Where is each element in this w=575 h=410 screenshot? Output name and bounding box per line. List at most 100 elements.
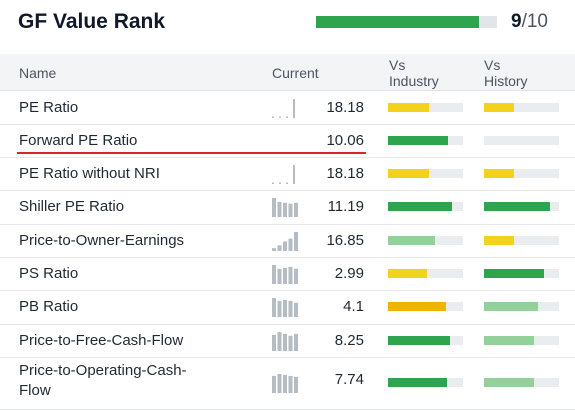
- sparkline-bar: [272, 265, 276, 284]
- current-value: 10.06: [326, 132, 364, 149]
- table-row[interactable]: PB Ratio 4.1: [0, 290, 575, 325]
- vs-history-bar-fill: [484, 302, 538, 311]
- vs-history-bar[interactable]: [484, 302, 559, 311]
- sparkline-chart[interactable]: [271, 264, 299, 284]
- sparkline-chart[interactable]: [271, 98, 299, 118]
- table-row[interactable]: PE Ratio without NRI 18.18: [0, 157, 575, 191]
- vs-industry-bar[interactable]: [388, 236, 463, 245]
- table-row[interactable]: Price-to-Operating-Cash- Flow 7.74: [0, 357, 575, 410]
- vs-industry-bar[interactable]: [388, 302, 463, 311]
- table-row[interactable]: PE Ratio 18.18: [0, 91, 575, 125]
- rank-denominator: /10: [521, 11, 548, 32]
- column-header-vs-history[interactable]: Vs History: [484, 57, 528, 89]
- vs-history-bar[interactable]: [484, 378, 559, 387]
- sparkline-bar: [288, 335, 293, 351]
- vs-industry-bar[interactable]: [388, 378, 463, 387]
- sparkline-bar: [272, 198, 276, 217]
- vs-industry-bar[interactable]: [388, 202, 463, 211]
- sparkline-bar: [277, 332, 282, 351]
- vs-industry-bar-fill: [388, 236, 435, 245]
- vs-history-bar-fill: [484, 202, 550, 211]
- vs-industry-bar-fill: [388, 103, 430, 112]
- vs-history-bar[interactable]: [484, 269, 559, 278]
- vs-history-bar[interactable]: [484, 169, 559, 178]
- page-title: GF Value Rank: [18, 10, 166, 33]
- vs-history-bar[interactable]: [484, 336, 559, 345]
- row-name-link[interactable]: PE Ratio: [19, 99, 79, 116]
- row-name-link[interactable]: Price-to-Free-Cash-Flow: [19, 332, 184, 349]
- rank-value: 9: [511, 11, 522, 32]
- sparkline-bar: [277, 268, 282, 284]
- vs-history-bar-fill: [484, 336, 534, 345]
- vs-industry-bar-fill: [388, 136, 448, 145]
- sparkline-bar: [283, 374, 287, 393]
- current-value: 2.99: [334, 265, 364, 282]
- row-name-link[interactable]: Price-to-Owner-Earnings: [19, 232, 185, 249]
- sparkline-chart[interactable]: [271, 231, 299, 251]
- table-row[interactable]: Price-to-Owner-Earnings 16.85: [0, 224, 575, 258]
- rank-score: 9/10: [511, 11, 548, 33]
- vs-industry-bar-fill: [388, 378, 447, 387]
- row-name-link[interactable]: PB Ratio: [19, 298, 79, 315]
- sparkline-bar: [283, 241, 287, 251]
- row-name-link[interactable]: PS Ratio: [19, 265, 79, 282]
- current-value: 16.85: [326, 232, 364, 249]
- sparkline-bar: [279, 182, 281, 184]
- sparkline-bar: [283, 299, 287, 317]
- sparkline-bar: [286, 116, 288, 118]
- sparkline-bar: [288, 375, 293, 393]
- sparkline-bar: [277, 300, 282, 317]
- rank-progress-fill: [316, 16, 479, 28]
- row-name-link[interactable]: PE Ratio without NRI: [19, 165, 160, 182]
- sparkline-bar: [294, 232, 298, 251]
- vs-history-bar[interactable]: [484, 202, 559, 211]
- vs-history-bar-fill: [484, 378, 534, 387]
- current-value: 11.19: [327, 198, 364, 215]
- row-name-link[interactable]: Shiller PE Ratio: [19, 198, 125, 215]
- column-header-name[interactable]: Name: [19, 65, 57, 81]
- vs-history-bar[interactable]: [484, 236, 559, 245]
- sparkline-bar: [288, 266, 293, 284]
- vs-history-bar[interactable]: [484, 136, 559, 145]
- sparkline-bar: [288, 203, 293, 217]
- vs-industry-bar-fill: [388, 269, 427, 278]
- sparkline-chart[interactable]: [271, 331, 299, 351]
- current-value: 8.25: [334, 332, 364, 349]
- sparkline-bar: [283, 333, 287, 351]
- sparkline-bar: [294, 302, 298, 317]
- sparkline-chart[interactable]: [271, 164, 299, 184]
- vs-history-bar-fill: [484, 236, 514, 245]
- sparkline-chart[interactable]: [271, 297, 299, 317]
- table-row[interactable]: Shiller PE Ratio 11.19: [0, 190, 575, 225]
- sparkline-bar: [288, 238, 293, 251]
- sparkline-bar: [293, 165, 295, 184]
- row-name-link[interactable]: Price-to-Operating-Cash- Flow: [19, 362, 187, 399]
- sparkline-bar: [283, 202, 287, 217]
- vs-industry-bar[interactable]: [388, 336, 463, 345]
- column-header-vs-industry[interactable]: Vs Industry: [389, 57, 439, 89]
- row-name-link[interactable]: Forward PE Ratio: [19, 132, 138, 149]
- vs-industry-bar[interactable]: [388, 136, 463, 145]
- sparkline-chart[interactable]: [271, 373, 299, 393]
- sparkline-bar: [294, 202, 298, 217]
- sparkline-bar: [272, 182, 274, 184]
- rank-progress-bar: [316, 16, 497, 28]
- sparkline-bar: [277, 374, 282, 393]
- table-row[interactable]: Forward PE Ratio 10.06: [0, 124, 575, 158]
- vs-industry-bar[interactable]: [388, 169, 463, 178]
- sparkline-chart[interactable]: [271, 197, 299, 217]
- vs-industry-bar[interactable]: [388, 103, 463, 112]
- sparkline-bar: [294, 268, 298, 284]
- current-value: 4.1: [343, 298, 364, 315]
- table-row[interactable]: Price-to-Free-Cash-Flow 8.25: [0, 324, 575, 358]
- sparkline-bar: [272, 116, 274, 118]
- sparkline-bar: [288, 300, 293, 317]
- vs-industry-bar[interactable]: [388, 269, 463, 278]
- vs-history-bar[interactable]: [484, 103, 559, 112]
- sparkline-bar: [293, 99, 295, 118]
- sparkline-bar: [283, 267, 287, 284]
- table-row[interactable]: PS Ratio 2.99: [0, 257, 575, 291]
- column-header-current[interactable]: Current: [272, 65, 319, 81]
- sparkline-bar: [286, 182, 288, 184]
- vs-industry-bar-fill: [388, 336, 450, 345]
